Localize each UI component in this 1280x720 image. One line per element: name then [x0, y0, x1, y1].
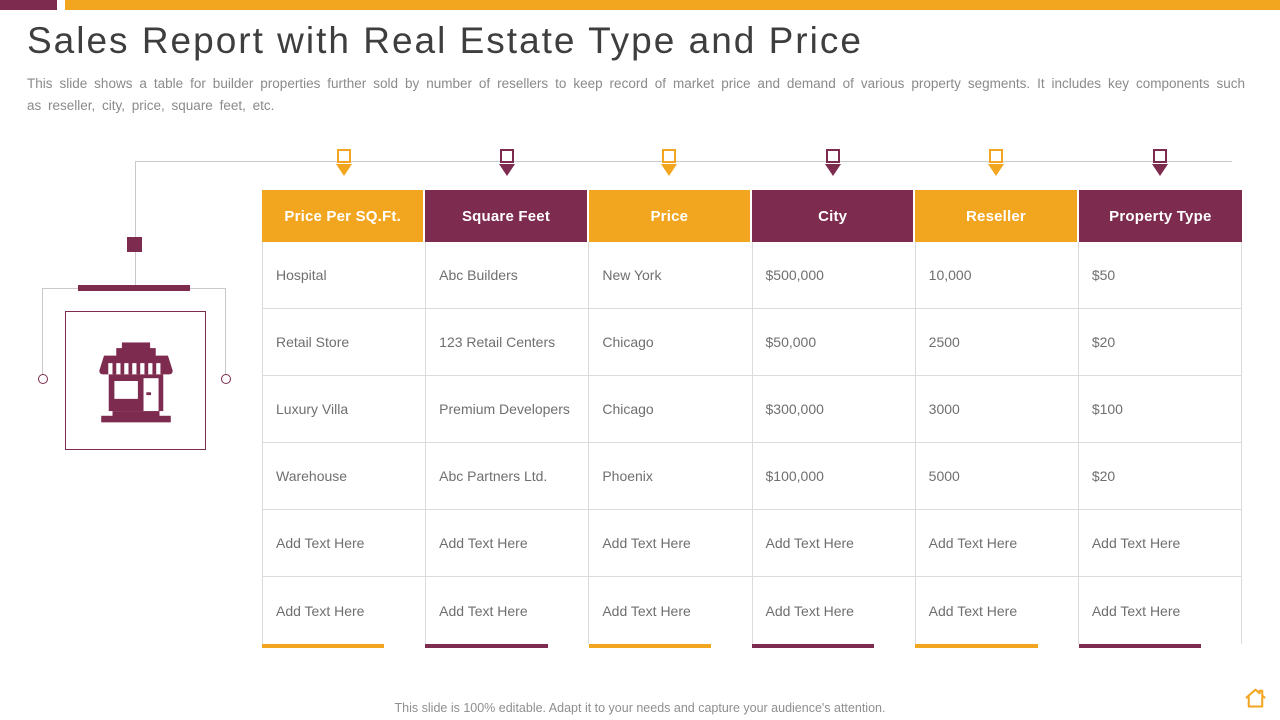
header-square-feet: Square Feet — [425, 190, 589, 242]
table-cell: $100 — [1078, 376, 1242, 443]
pointer-square — [662, 149, 676, 163]
column-accent-underline — [915, 644, 1078, 648]
column-pointer-icon — [1152, 149, 1168, 176]
sales-report-table: Price Per SQ.Ft. Square Feet Price City … — [262, 190, 1242, 648]
page-title: Sales Report with Real Estate Type and P… — [27, 20, 863, 61]
connector-thick-bar — [78, 285, 190, 291]
column-accent-underline — [588, 644, 752, 648]
connector-square-node — [127, 237, 142, 252]
table-header-row: Price Per SQ.Ft. Square Feet Price City … — [262, 190, 1242, 242]
storefront-icon — [98, 341, 173, 422]
connector-endpoint-left — [38, 374, 48, 384]
column-pointer-icon — [661, 149, 677, 176]
placeholder-cell[interactable]: Add Text Here — [1078, 510, 1242, 577]
placeholder-cell[interactable]: Add Text Here — [589, 577, 753, 644]
table-body: Hospital Abc Builders New York $500,000 … — [262, 242, 1242, 644]
placeholder-cell[interactable]: Add Text Here — [1079, 577, 1242, 644]
header-property-type: Property Type — [1078, 190, 1242, 242]
table-cell: $50 — [1078, 242, 1242, 309]
pointer-square — [826, 149, 840, 163]
connector-line-left — [42, 288, 43, 375]
column-accent-underline — [1078, 644, 1242, 648]
top-accent-bar-orange — [65, 0, 1280, 10]
header-reseller: Reseller — [915, 190, 1079, 242]
connector-line-horizontal — [135, 161, 1232, 162]
pointer-arrow-down-icon — [825, 164, 841, 176]
table-cell: Chicago — [589, 376, 753, 443]
table-cell: New York — [589, 242, 753, 309]
storefront-panel — [65, 311, 206, 450]
connector-line-vertical — [135, 161, 136, 288]
table-cell: Retail Store — [263, 309, 427, 376]
table-cell: $50,000 — [752, 309, 916, 376]
pointer-square — [1153, 149, 1167, 163]
connector-endpoint-right — [221, 374, 231, 384]
table-cell: Abc Partners Ltd. — [426, 443, 590, 510]
column-accent-underline — [425, 644, 588, 648]
table-cell: $100,000 — [752, 443, 916, 510]
connector-line-right — [225, 288, 226, 375]
placeholder-cell[interactable]: Add Text Here — [752, 510, 916, 577]
column-pointer-icon — [988, 149, 1004, 176]
placeholder-cell[interactable]: Add Text Here — [915, 510, 1079, 577]
table-cell: Chicago — [589, 309, 753, 376]
header-city: City — [751, 190, 916, 242]
placeholder-cell[interactable]: Add Text Here — [263, 577, 427, 644]
pointer-square — [500, 149, 514, 163]
slide-description: This slide shows a table for builder pro… — [27, 76, 1245, 113]
table-cell: Phoenix — [589, 443, 753, 510]
table-cell: $20 — [1078, 443, 1242, 510]
house-outline-icon — [1245, 688, 1266, 708]
top-accent-bar-maroon — [0, 0, 57, 10]
column-pointer-icon — [336, 149, 352, 176]
table-cell: $20 — [1078, 309, 1242, 376]
table-cell: 5000 — [915, 443, 1079, 510]
table-cell: 10,000 — [915, 242, 1079, 309]
column-pointer-icon — [499, 149, 515, 176]
table-cell: 3000 — [915, 376, 1079, 443]
table-cell: Luxury Villa — [263, 376, 427, 443]
placeholder-cell[interactable]: Add Text Here — [426, 577, 590, 644]
table-bottom-accents — [262, 644, 1242, 648]
header-price: Price — [588, 190, 752, 242]
placeholder-cell[interactable]: Add Text Here — [753, 577, 916, 644]
editable-note: This slide is 100% editable. Adapt it to… — [394, 701, 886, 715]
pointer-square — [989, 149, 1003, 163]
placeholder-cell[interactable]: Add Text Here — [263, 510, 427, 577]
pointer-arrow-down-icon — [661, 164, 677, 176]
table-cell: 2500 — [915, 309, 1079, 376]
table-cell: Abc Builders — [426, 242, 590, 309]
pointer-arrow-down-icon — [336, 164, 352, 176]
pointer-arrow-down-icon — [988, 164, 1004, 176]
placeholder-cell[interactable]: Add Text Here — [916, 577, 1079, 644]
placeholder-cell[interactable]: Add Text Here — [589, 510, 753, 577]
pointer-arrow-down-icon — [1152, 164, 1168, 176]
pointer-arrow-down-icon — [499, 164, 515, 176]
pointer-square — [337, 149, 351, 163]
table-cell: $300,000 — [752, 376, 916, 443]
column-accent-underline — [262, 644, 425, 648]
table-cell: 123 Retail Centers — [426, 309, 590, 376]
table-cell: $500,000 — [752, 242, 916, 309]
header-price-per-sqft: Price Per SQ.Ft. — [262, 190, 426, 242]
table-cell: Hospital — [263, 242, 427, 309]
column-accent-underline — [751, 644, 915, 648]
column-pointer-icon — [825, 149, 841, 176]
table-cell: Premium Developers — [426, 376, 590, 443]
table-cell: Warehouse — [263, 443, 427, 510]
placeholder-cell[interactable]: Add Text Here — [426, 510, 590, 577]
